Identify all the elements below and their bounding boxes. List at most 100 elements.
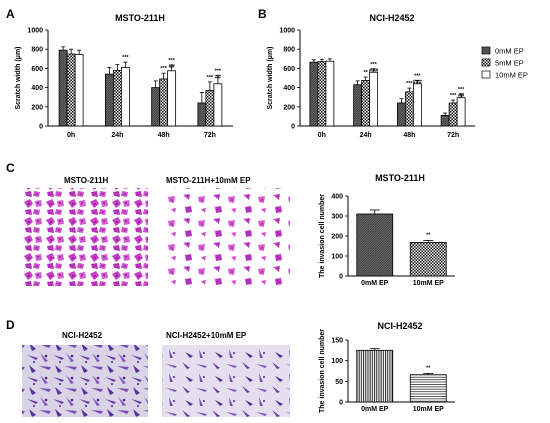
significance-mark: ### xyxy=(413,79,422,85)
bar-5mm-ep xyxy=(205,90,215,127)
bar-0mm-ep xyxy=(440,115,450,127)
bar-10mm-ep xyxy=(325,60,335,127)
chart-title: MSTO-211H xyxy=(115,13,165,23)
y-tick-label: 600 xyxy=(283,66,295,73)
significance-mark: *** xyxy=(414,73,421,79)
x-tick-label: 24h xyxy=(111,132,123,139)
chart-title: NCI-H2452 xyxy=(377,321,422,331)
chart-title: MSTO-211H xyxy=(375,173,425,183)
bar-10mm-ep xyxy=(369,71,379,127)
bar-5mm-ep xyxy=(317,61,327,127)
micrograph-title-d-right: NCI-H2452+10mM EP xyxy=(166,331,247,340)
significance-mark: *** xyxy=(406,81,413,87)
y-tick-label: 300 xyxy=(331,214,343,221)
micrograph-d-control xyxy=(22,345,148,417)
y-tick-label: 800 xyxy=(31,47,43,54)
significance-mark: *** xyxy=(458,87,465,93)
x-tick-label: 0mM EP xyxy=(361,280,389,287)
micrograph-title-c-left: MSTO-211H xyxy=(64,176,109,185)
y-tick-label: 150 xyxy=(331,338,343,345)
bar-5mm-ep xyxy=(448,102,458,127)
micrograph-title-d-left: NCI-H2452 xyxy=(62,331,103,340)
y-axis-label: The invasion cell number xyxy=(319,194,326,278)
bar-0mm-ep xyxy=(353,84,363,127)
bar-0mm-ep xyxy=(356,349,394,403)
significance-mark: ## xyxy=(458,93,464,99)
x-tick-label: 48h xyxy=(158,132,170,139)
panel-label-a: A xyxy=(6,7,15,21)
y-tick-label: 0 xyxy=(339,400,343,407)
legend-swatch xyxy=(481,46,491,55)
y-tick-label: 600 xyxy=(31,66,43,73)
bar-5mm-ep xyxy=(112,69,122,127)
legend-entry: 10mM EP xyxy=(495,71,528,80)
significance-mark: *** xyxy=(207,75,214,81)
x-tick-label: 24h xyxy=(360,132,372,139)
x-tick-label: 0h xyxy=(67,132,75,139)
bar-5mm-ep xyxy=(159,78,169,127)
chart-d-invasion-nci: NCI-H2452 0 50 100 150 The invasion cell numb… xyxy=(319,321,455,413)
significance-mark: *** xyxy=(450,93,457,99)
chart-b-scratch-nci: NCI-H2452 0 200 400 600 800 1000 Scratch width … xyxy=(267,13,528,139)
significance-mark: *** xyxy=(160,66,167,72)
significance-mark: *** xyxy=(168,58,175,64)
x-tick-label: 72h xyxy=(447,132,459,139)
legend-swatch xyxy=(481,70,491,79)
significance-mark: ## xyxy=(215,75,221,81)
y-axis-label: The invasion cell number xyxy=(319,329,326,413)
bar-10mm-ep xyxy=(409,241,447,277)
bar-0mm-ep xyxy=(104,73,114,127)
y-tick-label: 200 xyxy=(331,234,343,241)
significance-mark: *** xyxy=(215,69,222,75)
micrograph-d-treated xyxy=(162,345,290,417)
bar-0mm-ep xyxy=(356,213,394,277)
significance-mark: *** xyxy=(122,55,129,61)
y-axis-label: Scratch width (μm) xyxy=(267,46,274,109)
y-tick-label: 400 xyxy=(31,85,43,92)
x-tick-label: 72h xyxy=(204,132,216,139)
y-tick-label: 0 xyxy=(291,124,295,131)
legend-swatch xyxy=(481,58,491,67)
bar-10mm-ep xyxy=(409,374,447,403)
y-tick-label: 200 xyxy=(283,104,295,111)
bar-10mm-ep xyxy=(412,83,422,127)
bar-0mm-ep xyxy=(396,102,406,127)
legend-entry: 5mM EP xyxy=(495,59,524,68)
legend-entry: 0mM EP xyxy=(495,47,524,56)
y-tick-label: 400 xyxy=(331,194,343,201)
y-tick-label: 100 xyxy=(331,358,343,365)
x-tick-label: 48h xyxy=(403,132,415,139)
chart-c-invasion-msto: MSTO-211H 0 100 200 300 400 The invasion cell … xyxy=(319,173,455,287)
bar-10mm-ep xyxy=(120,67,130,127)
chart-a-scratch-msto: MSTO-211H 0 200 400 600 800 1000 Scratch width … xyxy=(15,13,233,139)
x-tick-label: 0h xyxy=(318,132,326,139)
micrograph-c-treated xyxy=(162,188,290,286)
significance-mark: ** xyxy=(426,232,431,238)
y-tick-label: 50 xyxy=(335,379,343,386)
y-axis-label: Scratch width (μm) xyxy=(15,46,22,109)
x-tick-label: 10mM EP xyxy=(413,406,444,413)
panel-label-d: D xyxy=(6,318,15,332)
y-tick-label: 1000 xyxy=(279,28,295,35)
significance-mark: *** xyxy=(370,62,377,68)
y-tick-label: 1000 xyxy=(27,28,43,35)
y-tick-label: 0 xyxy=(39,124,43,131)
bar-10mm-ep xyxy=(213,83,223,127)
bar-10mm-ep xyxy=(167,70,177,127)
y-tick-label: 800 xyxy=(283,47,295,54)
significance-mark: ## xyxy=(169,64,175,70)
significance-mark: ** xyxy=(363,70,368,76)
bar-0mm-ep xyxy=(309,61,319,127)
bar-0mm-ep xyxy=(58,49,68,127)
bar-5mm-ep xyxy=(404,91,414,127)
chart-title: NCI-H2452 xyxy=(369,13,414,23)
bar-10mm-ep xyxy=(74,54,84,127)
bar-5mm-ep xyxy=(361,80,371,127)
y-tick-label: 200 xyxy=(31,104,43,111)
y-tick-label: 400 xyxy=(283,85,295,92)
bar-0mm-ep xyxy=(197,102,207,127)
y-tick-label: 0 xyxy=(339,274,343,281)
micrograph-c-control xyxy=(22,188,148,286)
bar-0mm-ep xyxy=(151,87,161,127)
